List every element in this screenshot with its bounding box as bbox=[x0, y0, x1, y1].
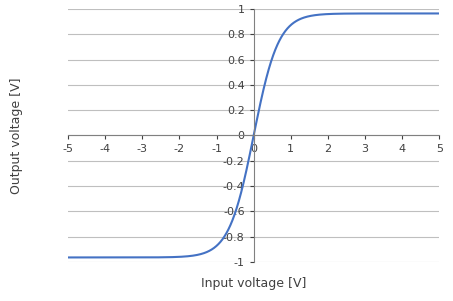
X-axis label: Input voltage [V]: Input voltage [V] bbox=[201, 277, 306, 290]
Y-axis label: Output voltage [V]: Output voltage [V] bbox=[10, 77, 24, 194]
